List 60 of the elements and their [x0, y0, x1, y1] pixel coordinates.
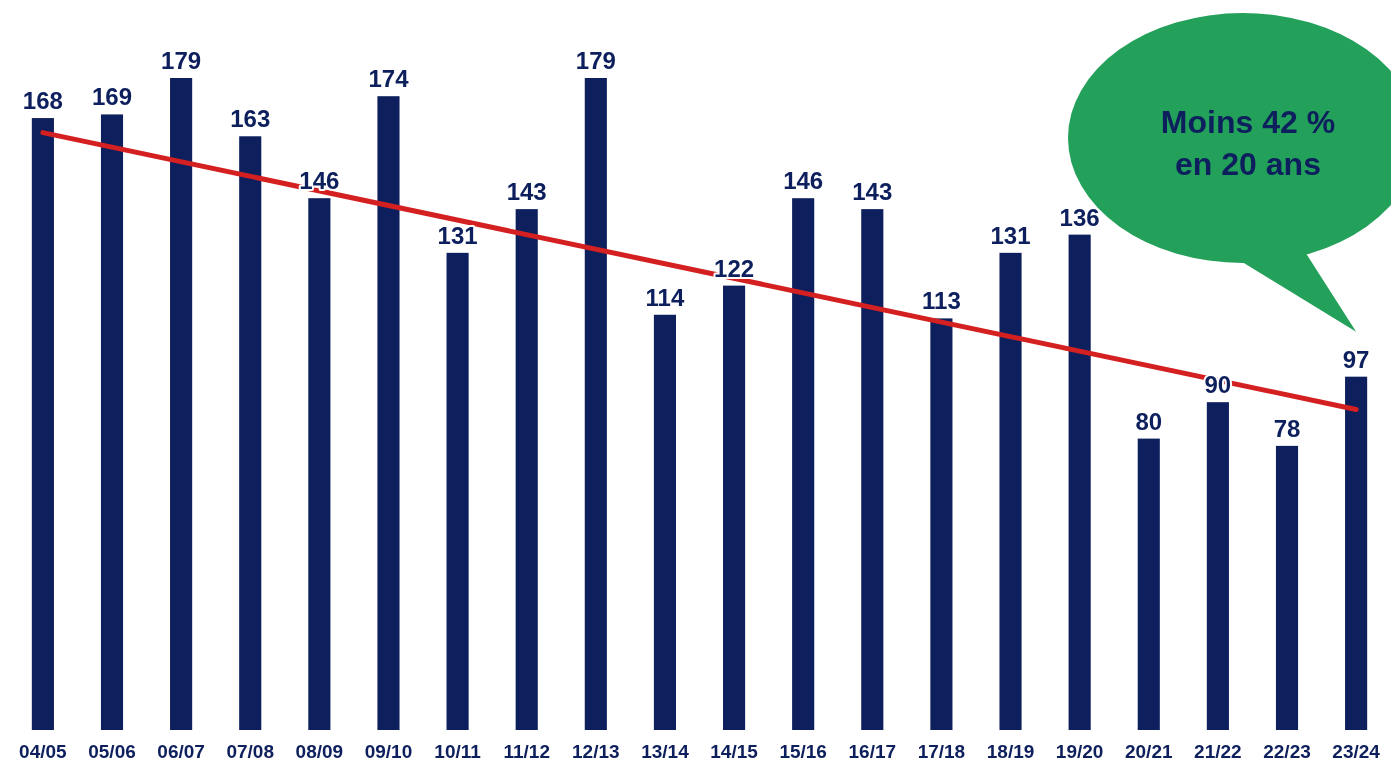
data-label: 179: [161, 47, 202, 74]
data-label: 122: [714, 254, 755, 282]
data-label: 168: [22, 87, 63, 115]
bar: [999, 252, 1022, 730]
bar: [653, 314, 676, 730]
x-tick-label: 14/15: [710, 741, 759, 762]
data-label: 131: [990, 221, 1031, 249]
bar: [239, 136, 262, 730]
data-label: 169: [91, 83, 133, 111]
bar: [100, 114, 124, 730]
data-label: 143: [852, 178, 893, 206]
data-label: 78: [1273, 414, 1301, 442]
x-tick-label: 16/17: [848, 741, 897, 762]
x-tick-label: 11/12: [503, 741, 550, 762]
x-tick-label: 08/09: [295, 741, 344, 762]
data-label: 174: [368, 65, 410, 93]
x-tick-label: 19/20: [1055, 741, 1104, 762]
data-label: 80: [1135, 407, 1163, 435]
data-label: 131: [437, 221, 478, 249]
bar: [861, 209, 884, 730]
bar: [170, 78, 193, 730]
bar: [1275, 445, 1299, 730]
data-label: 136: [1059, 203, 1100, 231]
data-label: 163: [230, 105, 271, 133]
x-tick-label: 18/19: [986, 741, 1035, 762]
x-tick-label: 12/13: [572, 741, 620, 762]
bar: [930, 318, 953, 730]
annotation: Moins 42 % en 20 ans: [1160, 104, 1336, 182]
data-label: 146: [783, 167, 824, 195]
x-tick-label: 21/22: [1194, 741, 1242, 762]
bar: [515, 209, 538, 730]
x-tick-label: 15/16: [779, 741, 827, 762]
data-label: 97: [1342, 345, 1370, 373]
x-tick-label: 04/05: [19, 741, 68, 762]
data-label: 114: [645, 283, 685, 311]
bar: [1345, 376, 1368, 730]
bar: [792, 198, 815, 730]
x-tick-label: 17/18: [917, 741, 966, 762]
x-tick-label: 10/11: [434, 741, 482, 762]
data-label: 143: [506, 178, 547, 206]
data-label: 113: [922, 287, 961, 315]
x-tick-label: 22/23: [1263, 741, 1311, 762]
bar: [377, 96, 400, 730]
bar: [1206, 402, 1229, 730]
x-tick-label: 23/24: [1332, 741, 1381, 762]
x-tick-label: 13/14: [641, 741, 690, 762]
data-label: 179: [575, 47, 616, 74]
x-tick-label: 07/08: [226, 741, 275, 762]
bar: [31, 118, 54, 730]
bar: [308, 198, 331, 730]
bar: [1137, 438, 1160, 730]
bar: [1068, 234, 1091, 730]
bar: [723, 285, 746, 730]
bar: [584, 78, 607, 730]
data-label: 146: [299, 167, 340, 195]
bar: [446, 252, 469, 730]
x-tick-label: 05/06: [88, 741, 136, 762]
x-tick-label: 06/07: [157, 741, 205, 762]
x-tick-label: 09/10: [364, 741, 413, 762]
x-tick-label: 20/21: [1124, 741, 1173, 762]
